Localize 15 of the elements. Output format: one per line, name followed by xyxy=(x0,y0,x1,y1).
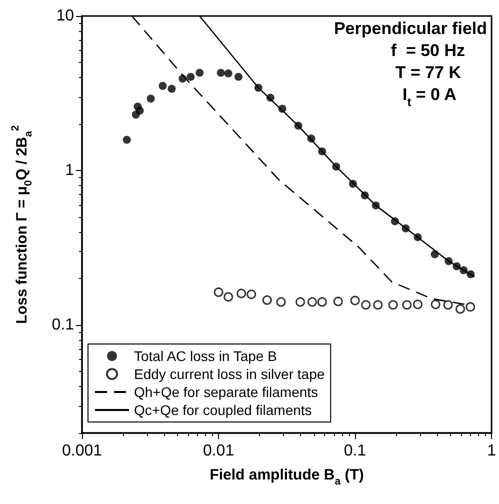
x-tick-label: 0.01 xyxy=(202,442,234,460)
x-tick-label: 0.1 xyxy=(344,442,366,460)
legend-label: Qc+Qe for coupled filaments xyxy=(134,402,312,418)
legend-label: Qh+Qe for separate filaments xyxy=(134,384,318,400)
y-tick-label: 10 xyxy=(56,8,74,24)
annotation: f = 50 Hz xyxy=(390,41,466,60)
y-tick-label: 1 xyxy=(65,162,74,180)
x-tick-label: 0.001 xyxy=(62,442,102,460)
legend-label: Total AC loss in Tape B xyxy=(134,348,277,364)
legend-label: Eddy current loss in silver tape xyxy=(134,366,325,382)
annotation: T = 77 K xyxy=(395,63,462,82)
x-tick-label: 1 xyxy=(487,442,496,460)
y-axis-title: Loss function Γ = μ0Q / 2Ba2 xyxy=(10,125,34,324)
y-tick-label: 0.1 xyxy=(52,316,74,334)
annotation: Perpendicular field xyxy=(334,19,488,38)
